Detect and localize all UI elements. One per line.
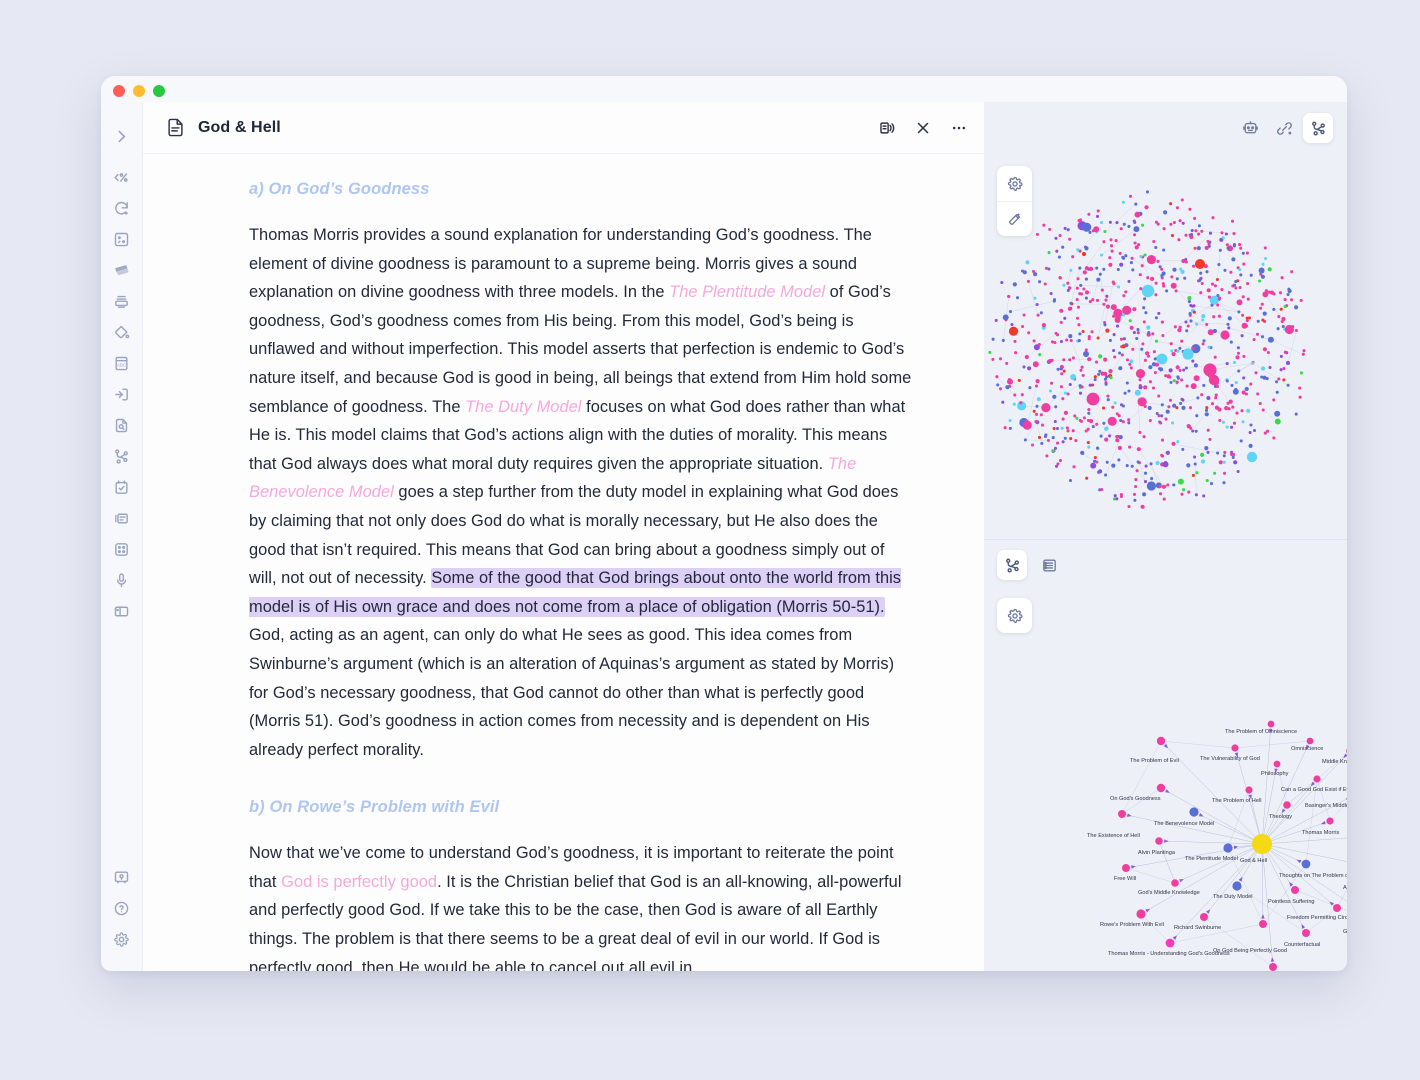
svg-text:ABC: ABC (117, 362, 126, 367)
svg-text:Richard Swinburne: Richard Swinburne (1174, 925, 1221, 931)
svg-text:The Vulnerability of God: The Vulnerability of God (1200, 756, 1260, 762)
document-search-icon[interactable] (108, 411, 136, 439)
left-icon-rail: ABC (101, 102, 142, 971)
text-run: of God’s goodness, God’s goodness comes … (249, 283, 912, 416)
image-frame-icon[interactable] (108, 225, 136, 253)
task-checklist-icon[interactable] (108, 473, 136, 501)
paragraph-b: Now that we’ve come to understand God’s … (249, 839, 914, 971)
svg-text:God's Foreknowledge: God's Foreknowledge (1343, 929, 1347, 935)
paragraph-a: Thomas Morris provides a sound explanati… (249, 221, 914, 764)
split-pane-icon[interactable] (108, 597, 136, 625)
graph-icon[interactable] (108, 442, 136, 470)
internal-link[interactable]: God is perfectly good (281, 872, 438, 891)
svg-text:Alvin Plantinga: Alvin Plantinga (1138, 850, 1176, 856)
svg-text:Can a Good God Exist if Evil E: Can a Good God Exist if Evil Exists? (1281, 787, 1347, 793)
refresh-clock-icon[interactable] (108, 194, 136, 222)
panel-divider (984, 539, 1347, 540)
settings-gear-icon[interactable] (997, 166, 1032, 201)
svg-text:Free Will: Free Will (1114, 876, 1136, 882)
global-graph-canvas[interactable] (984, 154, 1347, 539)
internal-link[interactable]: The Duty Model (465, 397, 582, 416)
text-run: God, acting as an agent, can only do wha… (249, 626, 895, 759)
svg-text:Annihilationism: Annihilationism (1343, 885, 1347, 891)
local-graph-tabs (997, 550, 1064, 580)
svg-text:Basinger's Middle Knowledge: Basinger's Middle Knowledge (1305, 803, 1347, 809)
close-window-button[interactable] (113, 85, 125, 97)
global-graph-panel[interactable] (984, 154, 1347, 539)
file-icon (167, 118, 184, 137)
svg-text:The Plentitude Model: The Plentitude Model (1185, 856, 1238, 862)
text-run: Thomas Morris provides a sound explanati… (249, 226, 872, 302)
internal-link[interactable]: The Plentitude Model (669, 283, 826, 302)
dictionary-icon[interactable]: ABC (108, 349, 136, 377)
graph-view-icon[interactable] (1303, 113, 1333, 143)
global-graph-tools (997, 166, 1032, 236)
svg-text:Freedom Permitting Circumstanc: Freedom Permitting Circumstances (1287, 915, 1347, 921)
svg-text:Omniscience: Omniscience (1291, 746, 1323, 752)
document-actions (876, 117, 970, 139)
local-graph-settings-gear-icon[interactable] (997, 598, 1032, 633)
svg-text:The Existence of Hell: The Existence of Hell (1087, 833, 1140, 839)
text-run: focuses on what God does rather than wha… (249, 397, 906, 473)
page-title: God & Hell (198, 118, 281, 136)
svg-text:The Problem of Omniscience: The Problem of Omniscience (1225, 729, 1297, 735)
magic-wand-icon[interactable] (997, 201, 1032, 236)
text-run: . It is the Christian belief that God is… (249, 872, 902, 971)
vault-icon[interactable] (108, 863, 136, 891)
app-window: ABC (101, 76, 1347, 971)
robot-icon[interactable] (1235, 113, 1265, 143)
kanban-icon[interactable] (108, 504, 136, 532)
local-graph-canvas[interactable]: God & Hell The Problem of Omniscience Omni… (984, 540, 1347, 971)
cards-stack-icon[interactable] (108, 256, 136, 284)
svg-text:The Benevolence Model: The Benevolence Model (1154, 821, 1214, 827)
svg-text:Rowe's Problem With Evil: Rowe's Problem With Evil (1100, 922, 1164, 928)
settings-gear-icon[interactable] (108, 925, 136, 953)
svg-text:The Duty Model: The Duty Model (1213, 894, 1252, 900)
text-run: Now that we’ve come to understand God’s … (249, 844, 894, 891)
svg-text:Thomas Morris - Understanding: Thomas Morris - Understanding God's Good… (1108, 951, 1230, 957)
svg-text:On God Being Perfectly Good: On God Being Perfectly Good (1213, 948, 1287, 954)
paint-bucket-icon[interactable] (108, 318, 136, 346)
unlink-icon[interactable] (1269, 113, 1299, 143)
traffic-lights (113, 85, 165, 97)
svg-text:On God's Goodness: On God's Goodness (1110, 796, 1161, 802)
window-titlebar (101, 76, 1347, 102)
maximize-window-button[interactable] (153, 85, 165, 97)
print-icon[interactable] (108, 287, 136, 315)
svg-text:Middle Knowledge: Middle Knowledge (1322, 759, 1347, 765)
svg-text:Philosophy: Philosophy (1261, 771, 1289, 777)
local-graph-panel[interactable]: God & Hell The Problem of Omniscience Omni… (984, 540, 1347, 971)
section-heading-b: b) On Rowe’s Problem with Evil (249, 798, 500, 817)
reading-mode-icon[interactable] (876, 117, 898, 139)
local-graph-icon[interactable] (997, 550, 1027, 580)
code-percent-icon[interactable] (108, 163, 136, 191)
right-panel-toolbar (984, 102, 1347, 154)
more-options-icon[interactable] (948, 117, 970, 139)
close-icon[interactable] (912, 117, 934, 139)
text-run: goes a step further from the duty model … (249, 483, 899, 588)
section-heading-a: a) On God’s Goodness (249, 180, 430, 198)
microphone-icon[interactable] (108, 566, 136, 594)
svg-text:God & Hell: God & Hell (1240, 858, 1267, 864)
right-panel: God & Hell The Problem of Omniscience Omni… (984, 102, 1347, 971)
document-body[interactable]: a) On God’s Goodness Thomas Morris provi… (143, 154, 984, 971)
svg-text:Theology: Theology (1269, 814, 1292, 820)
svg-text:The Problem of Evil: The Problem of Evil (1130, 758, 1179, 764)
minimize-window-button[interactable] (133, 85, 145, 97)
document-header: God & Hell (143, 102, 984, 154)
svg-text:God's Middle Knowledge: God's Middle Knowledge (1138, 890, 1200, 896)
document-pane: God & Hell a) On God’s Goodness Thomas M… (142, 102, 984, 971)
svg-text:Thomas Morris: Thomas Morris (1302, 830, 1339, 836)
svg-text:Pointless Suffering: Pointless Suffering (1268, 899, 1315, 905)
import-icon[interactable] (108, 380, 136, 408)
expand-rail-icon[interactable] (108, 122, 136, 150)
internal-link[interactable]: The Benevolence Model (249, 454, 857, 502)
svg-text:Thoughts on The Problem of Hel: Thoughts on The Problem of Hell (1279, 873, 1347, 879)
svg-text:Counterfactual: Counterfactual (1284, 942, 1320, 948)
svg-text:The Problem of Hell: The Problem of Hell (1212, 798, 1261, 804)
help-icon[interactable] (108, 894, 136, 922)
outline-list-icon[interactable] (1034, 550, 1064, 580)
random-note-icon[interactable] (108, 535, 136, 563)
